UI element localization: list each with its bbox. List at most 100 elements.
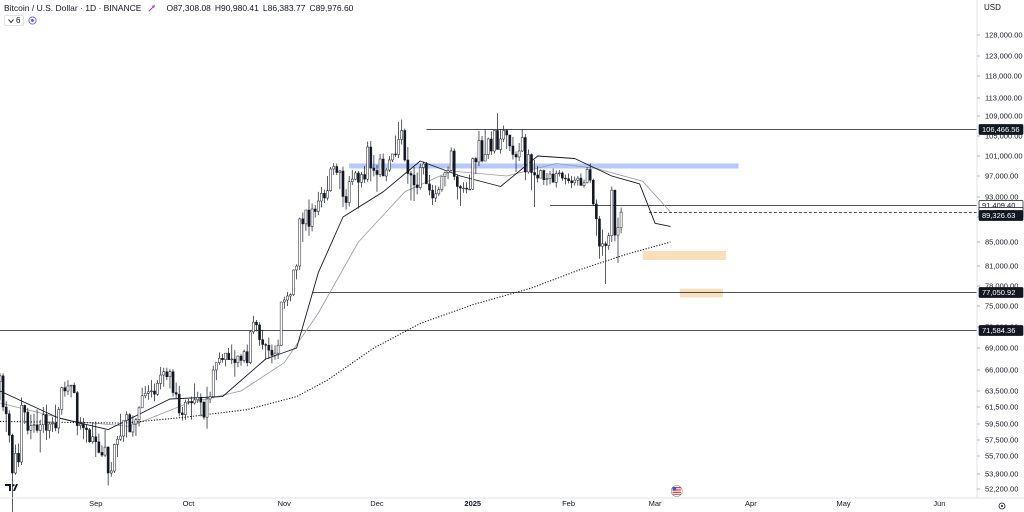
candle-up (360, 174, 363, 183)
zone-orange (642, 251, 727, 260)
time-tick-label: Oct (183, 499, 196, 508)
candle-up (242, 351, 246, 361)
candle-down (514, 154, 518, 158)
candle-up (168, 371, 172, 377)
indicators-bar: 6 (4, 15, 38, 26)
candle-up (196, 397, 200, 401)
candle-up (434, 193, 437, 199)
gear-icon (998, 502, 1006, 510)
candle-up (184, 401, 187, 415)
price-tick-label: 93,000.00 (985, 193, 1018, 202)
candle-up (137, 407, 141, 421)
candle-down (511, 145, 515, 155)
candle-down (369, 146, 373, 169)
close-value: 89,976.60 (315, 3, 354, 13)
candle-down (307, 209, 311, 227)
candle-up (248, 331, 252, 363)
logo-shape-a (5, 484, 11, 491)
price-tick-label: 105,000.00 (985, 132, 1023, 141)
time-tick-label: 2025 (464, 499, 481, 508)
price-badge (978, 287, 1024, 298)
chevron-down-icon (8, 18, 14, 23)
candle-up (282, 299, 286, 303)
price-badge-label: 89,326.63 (982, 211, 1015, 220)
candle-down (381, 158, 385, 177)
eye-icon[interactable] (28, 16, 38, 25)
flag-stripe (672, 490, 681, 492)
candle-down (459, 186, 462, 189)
candle-down (591, 179, 595, 205)
candle-up (113, 444, 116, 472)
price-tick-label: 69,000.00 (985, 344, 1018, 353)
time-tick-label: Mar (649, 499, 662, 508)
currency-selector[interactable]: USD (984, 3, 1001, 12)
candle-down (23, 405, 27, 413)
indicators-toggle[interactable]: 6 (4, 15, 25, 26)
candle-up (400, 130, 403, 140)
wand-icon[interactable] (147, 4, 156, 13)
candle-down (425, 163, 428, 185)
candle-up (437, 189, 441, 195)
candle-down (153, 390, 156, 395)
candle-down (82, 423, 85, 429)
candle-down (227, 352, 230, 360)
candle-down (412, 174, 416, 186)
candle-up (520, 137, 524, 152)
price-tick-label: 75,000.00 (985, 302, 1018, 311)
candle-up (156, 383, 159, 395)
price-badge-label: 71,584.36 (982, 326, 1015, 335)
candle-up (162, 371, 166, 376)
candle-down (428, 183, 431, 191)
candle-up (326, 190, 329, 199)
candle-down (564, 177, 567, 180)
candle-down (270, 349, 274, 356)
candle-down (456, 176, 459, 187)
candle-up (41, 414, 45, 426)
candle-up (215, 362, 218, 371)
candle-up (610, 189, 614, 237)
candle-up (122, 420, 125, 437)
flag-stripe (672, 493, 681, 495)
price-tick-label: 123,000.00 (985, 52, 1023, 61)
candle-down (45, 414, 48, 431)
candle-down (26, 411, 30, 431)
price-badge (978, 325, 1024, 336)
price-tick-label: 109,000.00 (985, 112, 1023, 121)
candle-up (48, 423, 51, 431)
high-value: 90,980.41 (221, 3, 259, 13)
flag-stripe (672, 492, 681, 493)
candle-up (446, 170, 450, 173)
candle-down (75, 392, 79, 426)
candle-down (174, 392, 178, 395)
candle-up (147, 391, 150, 394)
candle-down (1, 375, 5, 408)
candle-down (570, 180, 573, 184)
candle-up (493, 130, 496, 152)
candle-down (452, 150, 456, 177)
candle-down (239, 355, 243, 361)
zone-orange (679, 288, 724, 298)
candle-up (14, 453, 17, 474)
candle-up (422, 163, 425, 168)
symbol-title[interactable]: Bitcoin / U.S. Dollar · 1D · BINANCE (4, 3, 142, 13)
candle-up (440, 176, 444, 190)
candle-down (4, 406, 8, 415)
candle-up (295, 265, 298, 271)
symbol-legend: Bitcoin / U.S. Dollar · 1D · BINANCE O87… (4, 3, 353, 14)
candle-down (613, 189, 617, 236)
candle-up (548, 173, 552, 179)
open-value: 87,308.08 (173, 3, 211, 13)
candle-down (190, 401, 193, 404)
candle-up (366, 146, 370, 180)
candle-down (551, 173, 555, 183)
high-label: H (214, 3, 222, 13)
time-tick-label: Dec (370, 499, 384, 508)
price-tick-label: 101,000.00 (985, 152, 1023, 161)
candle-down (530, 154, 533, 173)
candle-down (409, 173, 413, 176)
candle-up (573, 179, 577, 184)
candle-up (230, 358, 234, 361)
candle-up (150, 390, 153, 393)
